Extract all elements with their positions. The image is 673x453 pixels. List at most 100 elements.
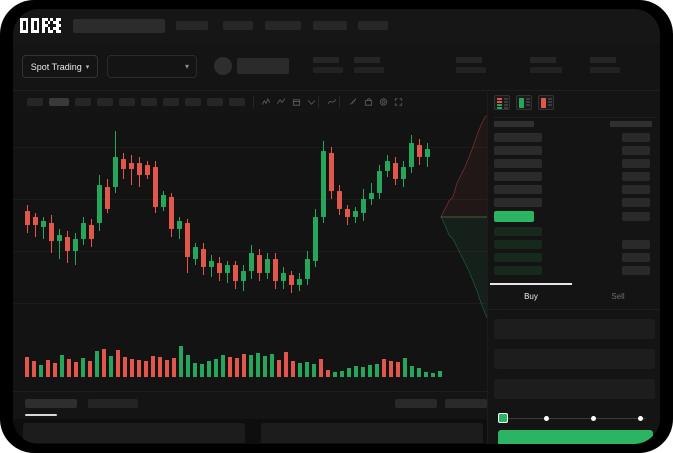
market-stat-2	[354, 57, 384, 73]
candlestick	[416, 139, 422, 165]
timeframe-button-7[interactable]	[163, 98, 179, 106]
candlestick	[96, 175, 102, 231]
volume-bar	[354, 366, 358, 377]
volume-bar	[193, 363, 197, 377]
volume-bar	[284, 352, 288, 377]
volume-bar	[95, 351, 99, 377]
candlestick	[424, 143, 430, 167]
volume-bar	[165, 360, 169, 377]
orderbook-mode-bids-icon[interactable]	[516, 95, 532, 110]
volume-bar	[382, 359, 386, 377]
volume-bar	[214, 359, 218, 377]
candlestick	[304, 251, 310, 285]
compare-icon[interactable]	[276, 97, 287, 107]
submit-order-button[interactable]	[498, 430, 653, 444]
timeframe-button-10[interactable]	[229, 98, 245, 106]
bottom-panels	[13, 419, 487, 444]
candlestick	[208, 255, 214, 277]
orderbook-bid-row[interactable]	[494, 227, 542, 236]
chart-gridline	[13, 251, 487, 252]
volume-bar	[263, 356, 267, 377]
trading-pair-select[interactable]: ▾	[107, 55, 197, 78]
orderbook-ask-row[interactable]	[494, 172, 542, 181]
market-stat-5	[590, 57, 620, 73]
candlestick	[296, 273, 302, 291]
nav-item-5[interactable]	[358, 21, 388, 30]
nav-item-2[interactable]	[223, 21, 253, 30]
volume-bar	[130, 359, 134, 377]
volume-bar	[305, 362, 309, 377]
order-total-field[interactable]	[494, 379, 655, 399]
timeframe-button-4[interactable]	[97, 98, 113, 106]
orderbook-ask-row[interactable]	[494, 198, 542, 207]
timeframe-button-3[interactable]	[75, 98, 91, 106]
candlestick	[32, 213, 38, 237]
orderbook-bid-row[interactable]	[494, 240, 542, 249]
volume-bar	[32, 361, 36, 377]
tab-sell[interactable]: Sell	[575, 283, 660, 309]
bottom-panel-1[interactable]	[23, 423, 245, 443]
price-chart[interactable]	[13, 113, 487, 329]
tab-order-history[interactable]	[88, 399, 138, 408]
tab-buy[interactable]: Buy	[488, 283, 574, 309]
ruler-icon[interactable]	[348, 97, 359, 107]
camera-icon[interactable]	[363, 97, 374, 107]
nav-item-4[interactable]	[313, 21, 347, 30]
orderbook-ask-row[interactable]	[494, 146, 542, 155]
nav-item-1[interactable]	[176, 21, 208, 30]
trading-mode-button[interactable]: Spot Trading ▾	[22, 55, 98, 78]
okx-logo[interactable]: OKX	[20, 18, 64, 33]
orders-action-2[interactable]	[445, 399, 487, 408]
orderbook-bid-row[interactable]	[494, 253, 542, 262]
orderbook-ask-row[interactable]	[494, 133, 542, 142]
volume-bar	[158, 357, 162, 377]
orderbook-bid-amount	[622, 253, 650, 262]
volume-bar	[298, 363, 302, 377]
orderbook-bid-row[interactable]	[494, 266, 542, 275]
orders-action-1[interactable]	[395, 399, 437, 408]
tab-open-orders[interactable]	[25, 399, 77, 408]
market-stat-value	[590, 67, 620, 73]
orderbook-column-amount	[610, 121, 652, 127]
nav-item-3[interactable]	[265, 21, 301, 30]
stepper-handle[interactable]	[498, 413, 508, 423]
chart-gridline	[13, 199, 487, 200]
volume-bar	[270, 354, 274, 377]
candlestick	[80, 217, 86, 245]
bottom-panel-2[interactable]	[261, 423, 483, 443]
last-price-value	[237, 58, 289, 74]
order-amount-field[interactable]	[494, 349, 655, 369]
candlestick	[56, 229, 62, 259]
timeframe-button-6[interactable]	[141, 98, 157, 106]
fullscreen-icon[interactable]	[393, 97, 404, 107]
market-stat-1	[313, 57, 343, 73]
orderbook-mode-both-icon[interactable]	[494, 95, 510, 110]
settings-icon[interactable]	[378, 97, 389, 107]
orderbook-ask-amount	[622, 172, 650, 181]
volume-bar	[116, 350, 120, 377]
stepper-dot-3[interactable]	[638, 415, 643, 421]
amount-percent-stepper[interactable]	[498, 413, 653, 423]
timeframe-button-2[interactable]	[49, 98, 69, 106]
candlestick	[352, 207, 358, 223]
template-icon[interactable]	[291, 97, 302, 107]
chevron-down-icon[interactable]	[306, 97, 317, 107]
search-input[interactable]	[73, 19, 165, 33]
volume-bar	[46, 360, 50, 377]
orderbook-mode-asks-icon[interactable]	[538, 95, 554, 110]
chart-toolbar	[13, 91, 487, 113]
timeframe-button-1[interactable]	[27, 98, 43, 106]
indicator-icon[interactable]	[261, 97, 272, 107]
timeframe-button-5[interactable]	[119, 98, 135, 106]
orderbook-ask-row[interactable]	[494, 185, 542, 194]
timeframe-button-9[interactable]	[207, 98, 223, 106]
order-price-field[interactable]	[494, 319, 655, 339]
chart-gridline	[13, 303, 487, 304]
timeframe-button-8[interactable]	[185, 98, 201, 106]
stepper-dot-2[interactable]	[591, 415, 596, 421]
orderbook-ask-row[interactable]	[494, 159, 542, 168]
line-chart-icon[interactable]	[327, 97, 338, 107]
candlestick	[176, 217, 182, 239]
stepper-dot-1[interactable]	[544, 415, 549, 421]
